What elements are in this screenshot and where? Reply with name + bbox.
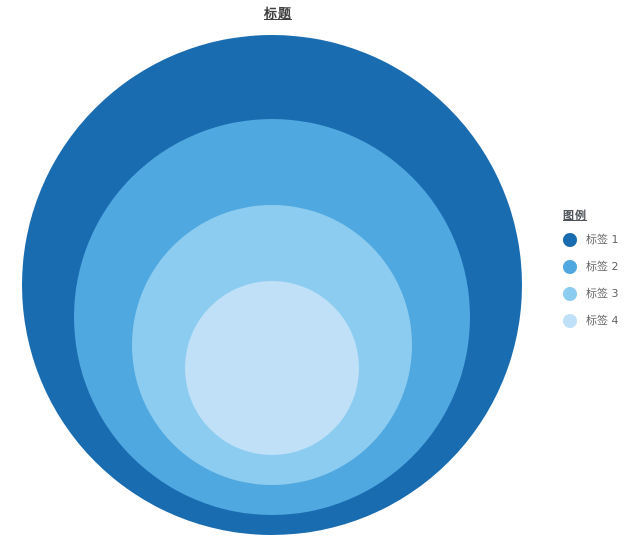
legend-item-3[interactable]: 标签 3 — [563, 287, 629, 301]
series-circle-4 — [185, 281, 359, 455]
legend-items: 标签 1 标签 2 标签 3 标签 4 — [563, 233, 629, 328]
legend-marker-icon — [563, 260, 577, 274]
legend-title: 图例 — [563, 209, 587, 222]
legend-marker-icon — [563, 287, 577, 301]
legend-item-label: 标签 2 — [586, 260, 619, 273]
legend-item-label: 标签 4 — [586, 314, 619, 327]
legend-item-label: 标签 1 — [586, 233, 619, 246]
legend-item-1[interactable]: 标签 1 — [563, 233, 629, 247]
legend-marker-icon — [563, 314, 577, 328]
legend-item-label: 标签 3 — [586, 287, 619, 300]
legend-marker-icon — [563, 233, 577, 247]
legend-item-4[interactable]: 标签 4 — [563, 314, 629, 328]
legend: 图例 标签 1 标签 2 标签 3 标签 4 — [563, 207, 629, 341]
chart-title: 标题 — [263, 7, 292, 22]
legend-item-2[interactable]: 标签 2 — [563, 260, 629, 274]
